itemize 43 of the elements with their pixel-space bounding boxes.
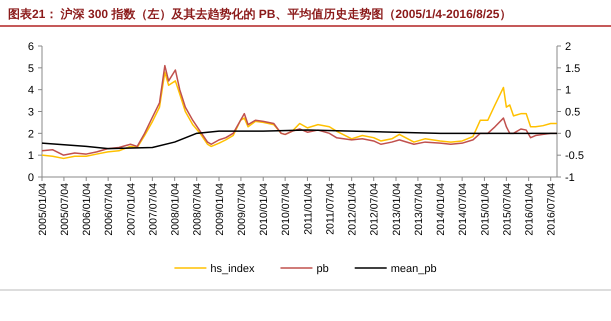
x-tick-label: 2010/07/04	[280, 182, 292, 236]
x-tick-label: 2013/07/04	[412, 182, 425, 236]
y2-tick-label: 2	[565, 41, 572, 53]
x-tick-label: 2006/01/04	[81, 182, 94, 236]
line-series	[41, 129, 558, 150]
x-tick-label: 2007/01/04	[125, 182, 138, 236]
x-tick-label: 2010/01/04	[258, 182, 270, 236]
y-tick-label: 1	[28, 150, 34, 162]
x-tick-label: 2016/07/04	[546, 182, 558, 236]
legend-label: hs_index	[210, 263, 255, 275]
x-tick-label: 2005/07/04	[58, 182, 71, 236]
y-tick-label: 5	[28, 62, 34, 75]
x-tick-label: 2012/01/04	[346, 182, 359, 236]
x-tick-label: 2007/07/04	[147, 182, 160, 236]
x-tick-label: 2011/01/04	[302, 182, 314, 235]
legend-label: pb	[316, 263, 329, 275]
legend-label: mean_pb	[390, 263, 437, 275]
x-tick-label: 2011/07/04	[324, 182, 336, 235]
x-tick-label: 2014/01/04	[435, 182, 448, 236]
x-tick-label: 2005/01/04	[37, 182, 49, 236]
y2-tick-label: 1.5	[565, 62, 580, 75]
x-tick-label: 2014/07/04	[457, 182, 470, 236]
y2-tick-label: -1	[565, 172, 575, 184]
x-tick-label: 2016/01/04	[524, 182, 536, 236]
x-tick-label: 2013/01/04	[390, 182, 403, 236]
chart-title: 图表21： 沪深 300 指数（左）及其去趋势化的 PB、平均值历史走势图（2005/1/4-2016/8/25）	[8, 7, 512, 21]
x-tick-label: 2015/07/04	[501, 182, 514, 236]
y2-tick-label: 1	[565, 84, 572, 97]
y-tick-label: 3	[28, 106, 34, 118]
y-tick-label: 0	[28, 172, 34, 184]
x-tick-label: 2006/07/04	[103, 182, 116, 236]
x-tick-label: 2009/07/04	[236, 182, 248, 236]
y-tick-label: 6	[28, 41, 34, 53]
x-tick-label: 2008/01/04	[170, 182, 182, 236]
y2-tick-label: 0	[565, 128, 572, 140]
y2-tick-label: -0.5	[565, 150, 584, 162]
y-tick-label: 4	[28, 84, 34, 97]
y2-tick-label: 0.5	[565, 106, 580, 118]
y-tick-label: 2	[28, 128, 34, 140]
x-tick-label: 2008/07/04	[192, 182, 204, 236]
x-tick-label: 2015/01/04	[479, 182, 492, 236]
x-tick-label: 2012/07/04	[368, 182, 381, 236]
x-tick-label: 2009/01/04	[214, 182, 226, 236]
